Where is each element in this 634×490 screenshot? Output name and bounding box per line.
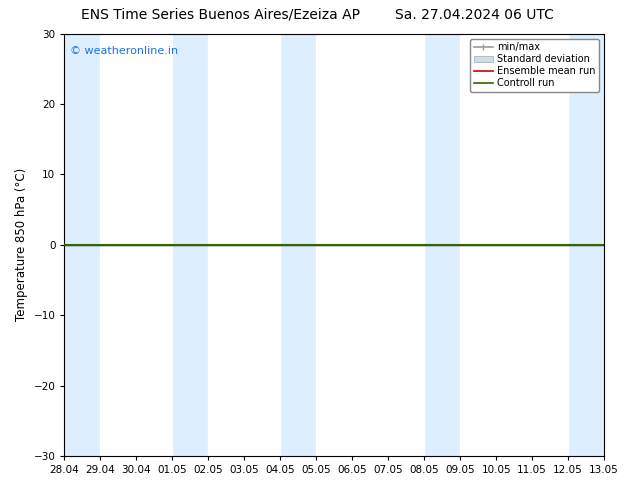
Bar (209, 34, 280, 456)
Text: ENS Time Series Buenos Aires/Ezeiza AP        Sa. 27.04.2024 06 UTC: ENS Time Series Buenos Aires/Ezeiza AP S… (81, 7, 553, 22)
Legend: min/max, Standard deviation, Ensemble mean run, Controll run: min/max, Standard deviation, Ensemble me… (470, 39, 599, 92)
Bar (100, 34, 172, 456)
Text: © weatheronline.in: © weatheronline.in (70, 47, 178, 56)
Bar (460, 34, 568, 456)
Bar (316, 34, 424, 456)
Y-axis label: Temperature 850 hPa (°C): Temperature 850 hPa (°C) (15, 168, 28, 321)
